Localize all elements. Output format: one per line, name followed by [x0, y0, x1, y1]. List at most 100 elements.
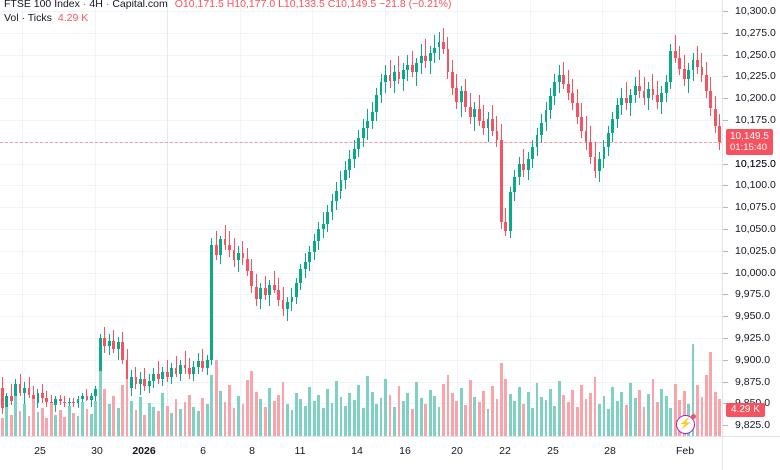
candle-wick — [443, 28, 444, 55]
volume-bar-down — [223, 401, 227, 436]
price-axis-tick: 10,125.0 — [723, 158, 780, 170]
volume-bar-down — [45, 418, 49, 436]
volume-bar-down — [0, 418, 4, 436]
candle-body-down — [504, 221, 508, 231]
vertical-gridline — [530, 0, 531, 436]
chart-plot-area[interactable] — [0, 0, 722, 436]
price-axis-tick: 9,950.0 — [723, 310, 780, 322]
candle-body-up — [540, 122, 543, 135]
volume-bar-up — [139, 396, 142, 436]
volume-bar-down — [700, 396, 704, 436]
candle-body-up — [647, 89, 650, 99]
volume-bar-up — [76, 416, 80, 436]
volume-bar-up — [321, 407, 325, 436]
volume-value-badge[interactable]: 4.29 K — [726, 403, 765, 417]
candle-wick — [523, 148, 525, 177]
volume-bar-up — [366, 376, 370, 436]
volume-bar-up — [237, 395, 240, 436]
volume-bar-down — [504, 379, 508, 436]
candle-body-up — [5, 396, 9, 408]
volume-bar-up — [393, 406, 396, 436]
candle-body-up — [192, 366, 196, 374]
horizontal-gridline — [0, 425, 722, 427]
candle-body-down — [477, 108, 481, 121]
candle-body-up — [549, 96, 552, 111]
vertical-gridline — [457, 0, 458, 436]
volume-bar-up — [312, 400, 316, 436]
candle-wick — [166, 359, 168, 383]
candle-body-down — [455, 87, 459, 102]
volume-bar-up — [170, 412, 174, 436]
volume-indicator-value: 4.29 K — [57, 12, 89, 24]
volume-bar-up — [598, 403, 601, 436]
volume-bar-up — [259, 398, 263, 436]
candle-wick — [24, 381, 25, 405]
candle-body-up — [286, 302, 289, 310]
volume-bar-up — [620, 392, 624, 436]
volume-bar-up — [508, 393, 512, 436]
volume-bar-up — [67, 405, 71, 436]
volume-bar-up — [557, 381, 561, 436]
volume-bar-up — [317, 394, 321, 436]
candle-body-up — [152, 373, 156, 381]
candle-wick — [273, 270, 275, 294]
volume-bar-up — [437, 406, 441, 436]
legend-symbol-row[interactable]: FTSE 100 Index · 4H · Capital.com O10,17… — [4, 0, 451, 10]
candle-body-down — [188, 368, 191, 374]
candle-body-up — [508, 192, 512, 231]
candle-body-up — [210, 244, 214, 360]
symbol-label[interactable]: FTSE 100 Index — [4, 0, 80, 10]
volume-bar-down — [72, 412, 75, 436]
horizontal-gridline — [0, 54, 722, 56]
legend-volume-row[interactable]: Vol · Ticks 4.29 K — [4, 12, 451, 24]
candle-body-up — [517, 164, 521, 177]
volume-bar-up — [339, 396, 343, 436]
volume-bar-up — [81, 401, 84, 436]
volume-bar-up — [210, 375, 214, 436]
volume-bar-up — [179, 408, 182, 436]
candle-body-down — [442, 42, 445, 50]
candle-body-down — [718, 126, 722, 142]
price-axis[interactable]: 10,300.0 10,275.0 10,250.0 10,225.0 10,200.0… — [722, 0, 780, 470]
candle-body-up — [81, 396, 84, 399]
candle-body-down — [562, 75, 566, 85]
candle-body-up — [513, 176, 517, 193]
vertical-gridline — [167, 0, 168, 436]
horizontal-gridline — [0, 381, 722, 383]
candle-body-up — [352, 148, 356, 160]
candle-body-up — [94, 389, 98, 397]
candle-body-up — [116, 342, 120, 350]
candle-wick — [184, 351, 186, 374]
volume-bar-up — [352, 399, 356, 436]
candle-wick — [625, 82, 627, 111]
candle-body-down — [112, 340, 116, 350]
candle-body-down — [134, 377, 138, 385]
volume-bar-down — [624, 404, 628, 436]
volume-bar-down — [713, 392, 717, 436]
volume-bar-down — [27, 416, 31, 436]
time-axis[interactable]: 25 30 2026 6 8 11 14 16 20 22 25 28 Feb — [0, 436, 722, 470]
lightning-badge-icon[interactable]: ⚡ — [676, 414, 696, 434]
volume-bar-up — [419, 397, 423, 436]
candle-body-down — [72, 401, 75, 404]
volume-bar-down — [580, 385, 584, 436]
candle-body-down — [482, 120, 485, 128]
volume-bar-up — [130, 400, 133, 436]
candle-body-down — [709, 91, 713, 109]
candle-body-up — [237, 253, 240, 261]
volume-bar-up — [540, 396, 543, 436]
candle-body-down — [183, 364, 187, 369]
volume-bar-down — [566, 401, 570, 436]
volume-bar-up — [473, 396, 477, 436]
candle-body-down — [156, 373, 160, 379]
candle-body-down — [388, 75, 392, 81]
volume-bar-up — [401, 400, 405, 436]
price-axis-tick: 10,000.0 — [723, 267, 780, 279]
candle-body-down — [584, 131, 588, 142]
current-price-badge[interactable]: 10,149.5 01:15:40 — [726, 129, 773, 156]
candle-body-up — [660, 92, 664, 102]
timeframe-label[interactable]: 4H — [89, 0, 103, 10]
volume-bar-down — [397, 386, 401, 436]
candle-body-up — [615, 105, 619, 120]
volume-indicator-label[interactable]: Vol · Ticks — [4, 12, 52, 24]
